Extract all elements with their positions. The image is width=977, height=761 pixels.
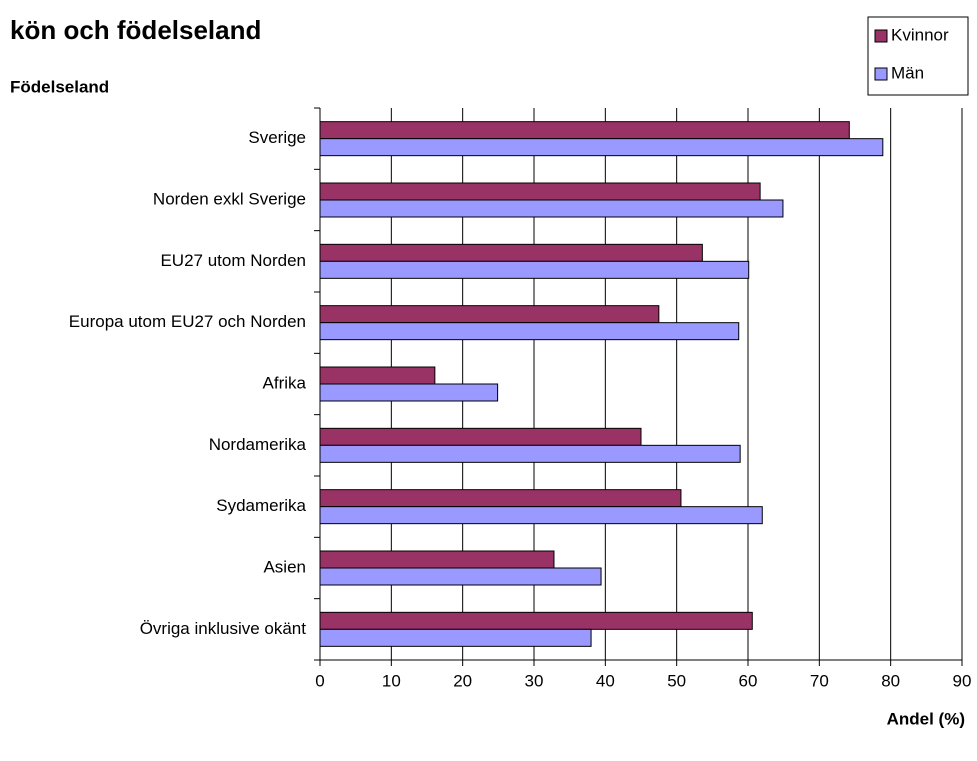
y-tick-label: Övriga inklusive okänt	[140, 619, 307, 638]
bar	[319, 567, 602, 586]
y-tick-label: Nordamerika	[209, 435, 307, 454]
x-tick-label: 20	[453, 671, 472, 690]
x-tick-label: 0	[315, 671, 324, 690]
x-tick-label: 70	[810, 671, 829, 690]
bar	[319, 444, 741, 463]
x-tick-label: 60	[739, 671, 758, 690]
bar	[319, 199, 784, 218]
x-tick-label: 80	[881, 671, 900, 690]
y-tick-label: Sverige	[248, 128, 306, 147]
x-tick-label: 90	[953, 671, 972, 690]
bar	[319, 322, 740, 341]
bar	[319, 121, 850, 140]
bar	[319, 489, 682, 508]
x-tick-label: 10	[382, 671, 401, 690]
x-tick-label: 30	[525, 671, 544, 690]
bar	[319, 550, 555, 569]
chart-title: kön och födelseland	[10, 15, 261, 45]
y-tick-label: Europa utom EU27 och Norden	[69, 312, 306, 331]
legend-swatch	[874, 29, 888, 43]
bar	[319, 260, 750, 279]
bar	[319, 628, 592, 647]
bar	[319, 427, 642, 446]
y-tick-label: Afrika	[263, 373, 307, 392]
bar	[319, 243, 703, 262]
legend-label: Män	[891, 63, 924, 82]
y-tick-label: Norden exkl Sverige	[153, 189, 306, 208]
bar	[319, 366, 436, 385]
bar	[319, 506, 763, 525]
x-axis-title: Andel (%)	[887, 709, 965, 728]
legend-label: Kvinnor	[891, 25, 949, 44]
bar	[319, 182, 761, 201]
y-tick-label: Sydamerika	[216, 496, 306, 515]
y-tick-label: Asien	[263, 557, 306, 576]
bar	[319, 138, 884, 157]
bar	[319, 383, 499, 402]
x-tick-label: 40	[596, 671, 615, 690]
bar	[319, 305, 660, 324]
bar	[319, 611, 753, 630]
legend-swatch	[874, 67, 888, 81]
y-tick-label: EU27 utom Norden	[160, 251, 306, 270]
x-tick-label: 50	[667, 671, 686, 690]
y-axis-title: Födelseland	[10, 77, 109, 96]
